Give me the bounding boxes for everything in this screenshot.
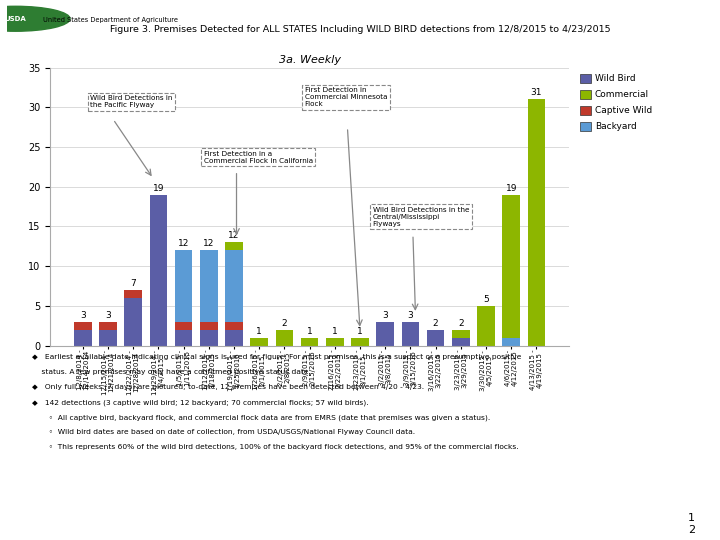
Text: First Detection in a
Commercial Flock in California: First Detection in a Commercial Flock in…: [204, 151, 313, 164]
Text: 19: 19: [505, 184, 517, 193]
Text: 3: 3: [382, 311, 388, 320]
Bar: [200, 330, 217, 346]
Bar: [225, 322, 243, 330]
Bar: [503, 194, 520, 338]
Bar: [175, 250, 192, 322]
Text: 1
2: 1 2: [688, 513, 695, 535]
Text: 1: 1: [256, 327, 262, 336]
Bar: [452, 330, 469, 338]
Text: ◦  All captive bird, backyard flock, and commercial flock data are from EMRS (da: ◦ All captive bird, backyard flock, and …: [32, 414, 490, 421]
Text: ◆   142 detections (3 captive wild bird; 12 backyard; 70 commercial flocks; 57 w: ◆ 142 detections (3 captive wild bird; 1…: [32, 399, 369, 406]
Text: United States Department of Agriculture: United States Department of Agriculture: [43, 17, 179, 23]
Bar: [477, 306, 495, 346]
Text: 3: 3: [80, 311, 86, 320]
Text: 1: 1: [357, 327, 363, 336]
Bar: [125, 290, 142, 298]
Text: ◆   Only full weeks (7 days) are pictured; to-date, 12 premises have been detect: ◆ Only full weeks (7 days) are pictured;…: [32, 384, 425, 390]
Text: 2: 2: [433, 319, 438, 328]
Circle shape: [0, 6, 70, 31]
Text: 19: 19: [153, 184, 164, 193]
Text: ◦  This represents 60% of the wild bird detections, 100% of the backyard flock d: ◦ This represents 60% of the wild bird d…: [32, 444, 519, 450]
Text: 12: 12: [228, 231, 240, 240]
Text: 12: 12: [203, 239, 215, 248]
Text: 31: 31: [531, 89, 542, 97]
Text: 2: 2: [282, 319, 287, 328]
Bar: [301, 338, 318, 346]
Bar: [225, 242, 243, 250]
Text: First Detection in
Commercial Minnesota
Flock: First Detection in Commercial Minnesota …: [305, 87, 387, 107]
Bar: [150, 194, 167, 346]
Bar: [503, 338, 520, 346]
Bar: [402, 322, 419, 346]
Bar: [225, 330, 243, 346]
Bar: [99, 322, 117, 330]
Bar: [74, 330, 91, 346]
Text: 3: 3: [105, 311, 111, 320]
Text: 2: 2: [458, 319, 464, 328]
Bar: [251, 338, 268, 346]
Bar: [377, 322, 394, 346]
Text: 12: 12: [178, 239, 189, 248]
Bar: [200, 250, 217, 322]
Bar: [351, 338, 369, 346]
Bar: [200, 322, 217, 330]
Text: ◦  Wild bird dates are based on date of collection, from USDA/USGS/National Flyw: ◦ Wild bird dates are based on date of c…: [32, 429, 415, 435]
Bar: [175, 330, 192, 346]
Bar: [427, 330, 444, 346]
Text: 1: 1: [332, 327, 338, 336]
Text: 3: 3: [408, 311, 413, 320]
Bar: [125, 298, 142, 346]
Text: 5: 5: [483, 295, 489, 304]
Bar: [225, 250, 243, 322]
Text: 1: 1: [307, 327, 312, 336]
Bar: [452, 338, 469, 346]
Text: USDA: USDA: [5, 16, 27, 22]
Title: 3a. Weekly: 3a. Weekly: [279, 55, 341, 65]
Text: 7: 7: [130, 279, 136, 288]
Bar: [74, 322, 91, 330]
Text: Wild Bird Detections in the
Central/Mississippi
Flyways: Wild Bird Detections in the Central/Miss…: [373, 206, 469, 227]
Bar: [175, 322, 192, 330]
Text: Wild Bird Detections in
the Pacific Flyway: Wild Bird Detections in the Pacific Flyw…: [90, 95, 173, 109]
Bar: [276, 330, 293, 346]
Bar: [528, 99, 545, 346]
Legend: Wild Bird, Commercial, Captive Wild, Backyard: Wild Bird, Commercial, Captive Wild, Bac…: [578, 72, 654, 133]
Bar: [326, 338, 343, 346]
Text: Figure 3. Premises Detected for ALL STATES Including WILD BIRD detections from 1: Figure 3. Premises Detected for ALL STAT…: [109, 25, 611, 34]
Bar: [99, 330, 117, 346]
Text: status. A few premises may only have a confirmed positive status date.: status. A few premises may only have a c…: [32, 369, 311, 375]
Text: ◆   Earliest available date indicating clinical signs is used for figure. For mo: ◆ Earliest available date indicating cli…: [32, 354, 522, 360]
